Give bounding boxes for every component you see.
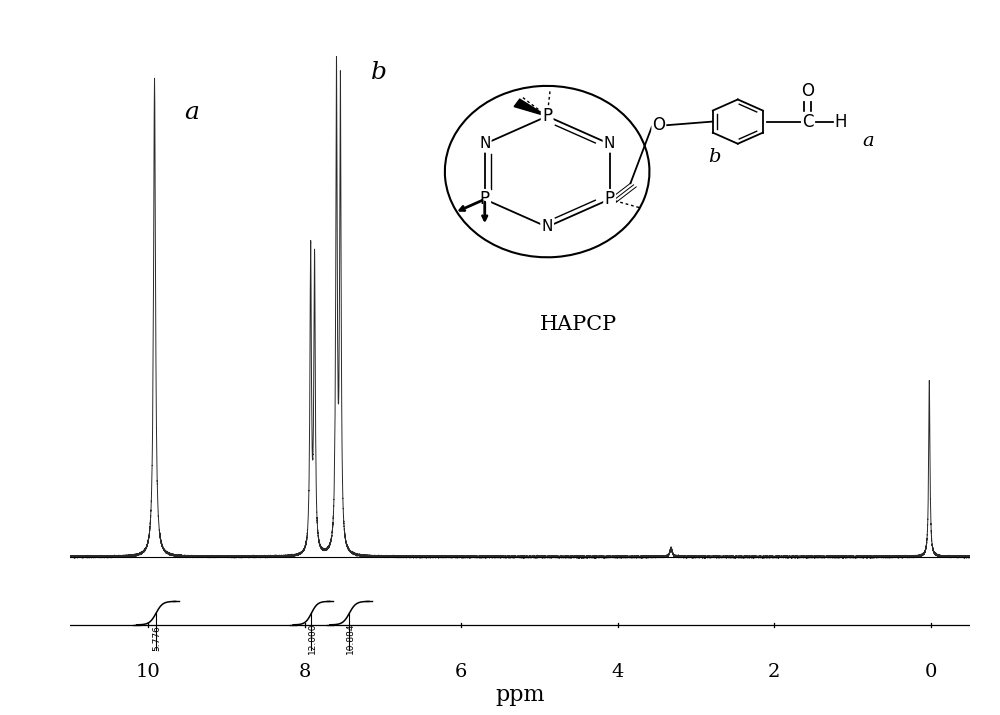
Text: a: a bbox=[184, 101, 199, 124]
Text: HAPCP: HAPCP bbox=[540, 315, 617, 335]
Text: 12.000: 12.000 bbox=[308, 622, 317, 654]
Text: b: b bbox=[371, 61, 387, 84]
Text: 5.776: 5.776 bbox=[152, 625, 161, 651]
X-axis label: ppm: ppm bbox=[495, 684, 545, 706]
Text: 10.884: 10.884 bbox=[345, 622, 354, 654]
